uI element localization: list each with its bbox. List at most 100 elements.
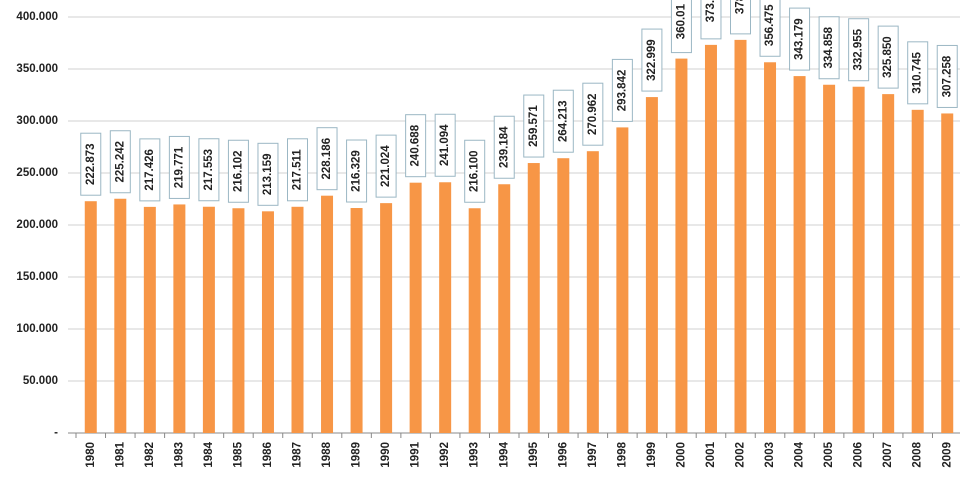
bar xyxy=(586,151,599,433)
y-tick-label: 300.000 xyxy=(16,115,58,127)
value-label: 216.100 xyxy=(469,150,481,192)
bar xyxy=(380,203,393,433)
value-label: 217.553 xyxy=(203,149,215,191)
label-box xyxy=(523,94,545,158)
value-label: 241.094 xyxy=(439,124,451,166)
value-label: 240.688 xyxy=(410,124,422,166)
x-tick-label: 2001 xyxy=(705,441,717,467)
label-box xyxy=(848,18,870,82)
x-tick-label: 1984 xyxy=(203,441,215,467)
bar xyxy=(291,206,304,433)
value-label: 325.850 xyxy=(882,36,894,78)
label-box xyxy=(287,138,308,202)
value-label: 343.179 xyxy=(794,18,806,60)
label-box xyxy=(907,41,929,105)
value-label: 225.242 xyxy=(114,141,126,183)
bar xyxy=(764,62,777,434)
bar xyxy=(202,206,215,433)
bar xyxy=(321,195,334,433)
label-box xyxy=(139,138,161,202)
value-label: 259.571 xyxy=(528,105,540,147)
x-tick-label: 2003 xyxy=(764,442,776,468)
label-box xyxy=(464,139,486,203)
label-box xyxy=(375,134,397,198)
x-tick-label: 2008 xyxy=(912,441,924,467)
x-tick-label: 2005 xyxy=(823,441,835,467)
value-label: 217.511 xyxy=(292,149,304,191)
x-tick-label: 1992 xyxy=(439,442,451,468)
value-label: 307.258 xyxy=(941,55,953,97)
bar xyxy=(173,204,186,433)
x-tick-label: 1997 xyxy=(587,442,599,468)
x-tick-label: 1985 xyxy=(232,441,244,467)
value-label: 221.024 xyxy=(380,145,392,187)
bar xyxy=(941,113,954,433)
value-label: 378. xyxy=(735,0,747,14)
label-box xyxy=(582,82,604,146)
label-box xyxy=(641,28,663,92)
label-box xyxy=(730,0,751,35)
bar xyxy=(911,109,924,434)
y-tick-label: 250.000 xyxy=(16,167,58,179)
y-tick-label: 400.000 xyxy=(16,11,58,23)
x-tick-label: 2007 xyxy=(882,442,894,468)
label-box xyxy=(109,130,131,194)
y-tick-label: 200.000 xyxy=(16,219,58,231)
y-tick-label: - xyxy=(54,427,58,439)
bar xyxy=(882,94,895,433)
y-tick-label: 50.000 xyxy=(23,375,58,387)
x-tick-label: 1993 xyxy=(469,442,481,468)
value-label: 293.842 xyxy=(616,70,628,112)
bar xyxy=(793,76,806,433)
x-tick-label: 2002 xyxy=(735,442,747,468)
bar xyxy=(852,86,865,433)
value-label: 356.475 xyxy=(764,4,776,46)
bar xyxy=(527,163,540,434)
bar xyxy=(498,184,511,433)
x-tick-label: 1981 xyxy=(114,441,126,467)
x-tick-label: 1987 xyxy=(292,442,304,468)
value-label: 332.955 xyxy=(853,28,865,70)
x-tick-label: 1980 xyxy=(85,442,97,468)
x-tick-label: 1986 xyxy=(262,442,274,468)
label-box xyxy=(493,115,515,179)
bar xyxy=(439,182,452,433)
label-box xyxy=(611,58,633,122)
value-label: 334.858 xyxy=(823,26,835,68)
value-label: 270.962 xyxy=(587,93,599,135)
x-tick-label: 2004 xyxy=(794,441,806,467)
x-tick-label: 1995 xyxy=(528,441,540,467)
value-label: 216.329 xyxy=(351,150,363,192)
x-tick-label: 1999 xyxy=(646,442,658,468)
y-tick-label: 350.000 xyxy=(16,63,58,75)
label-box xyxy=(405,114,427,178)
bar xyxy=(616,127,629,433)
value-label: 239.184 xyxy=(498,126,510,168)
label-box xyxy=(936,44,958,108)
bar xyxy=(143,206,156,433)
label-box xyxy=(818,16,840,80)
bar xyxy=(734,39,747,433)
x-tick-label: 1996 xyxy=(557,442,569,468)
label-box xyxy=(670,0,692,54)
x-tick-label: 1982 xyxy=(144,442,156,468)
x-tick-label: 2006 xyxy=(853,442,865,468)
x-tick-label: 1983 xyxy=(173,442,185,468)
label-box xyxy=(168,135,190,199)
x-tick-label: 1988 xyxy=(321,441,333,467)
bar xyxy=(114,198,127,433)
label-box xyxy=(759,0,781,57)
bar xyxy=(675,58,688,433)
label-box xyxy=(80,132,102,196)
x-tick-label: 2009 xyxy=(941,442,953,468)
value-label: 222.873 xyxy=(85,143,97,185)
bar xyxy=(350,208,363,433)
value-label: 219.771 xyxy=(173,146,185,188)
bar xyxy=(557,158,570,433)
value-label: 360.01 xyxy=(675,3,687,39)
label-box xyxy=(700,0,722,40)
value-label: 213.159 xyxy=(262,154,274,196)
label-box xyxy=(434,113,456,177)
label-box xyxy=(877,25,899,89)
